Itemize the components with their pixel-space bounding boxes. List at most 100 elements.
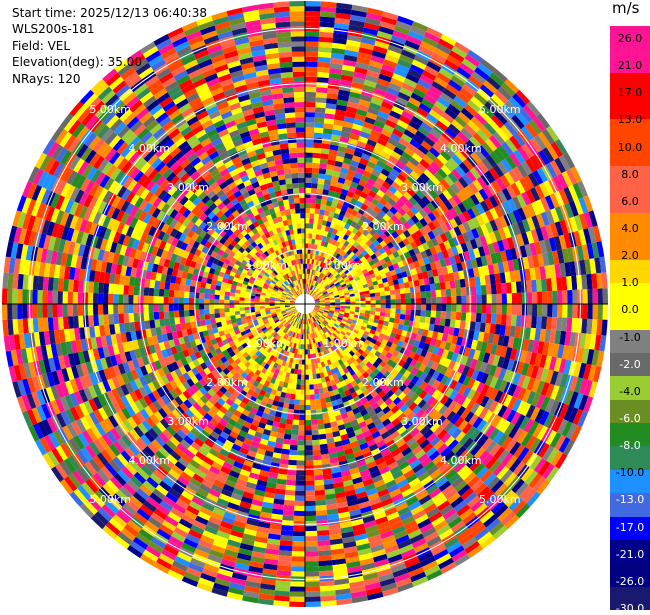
velocity-gate bbox=[471, 295, 477, 304]
velocity-gate bbox=[537, 304, 543, 317]
velocity-gate bbox=[420, 121, 433, 133]
velocity-gate bbox=[412, 88, 427, 99]
velocity-gate bbox=[320, 288, 326, 293]
velocity-gate bbox=[385, 308, 391, 313]
velocity-gate bbox=[308, 238, 312, 244]
velocity-gate bbox=[394, 177, 404, 187]
velocity-gate bbox=[326, 200, 333, 207]
velocity-gate bbox=[322, 282, 328, 288]
velocity-gate bbox=[339, 232, 346, 239]
velocity-gate bbox=[397, 277, 404, 285]
velocity-gate bbox=[315, 271, 320, 277]
velocity-gate bbox=[540, 211, 550, 226]
velocity-gate bbox=[305, 500, 316, 506]
velocity-gate bbox=[549, 160, 562, 176]
velocity-gate bbox=[577, 180, 588, 198]
velocity-gate bbox=[336, 285, 342, 290]
velocity-gate bbox=[456, 336, 464, 346]
velocity-gate bbox=[387, 44, 403, 55]
velocity-gate bbox=[489, 274, 496, 285]
velocity-gate bbox=[341, 227, 348, 234]
velocity-gate bbox=[348, 214, 356, 221]
velocity-gate bbox=[521, 143, 534, 159]
velocity-gate bbox=[395, 142, 407, 152]
velocity-gate bbox=[403, 77, 418, 88]
velocity-gate bbox=[504, 325, 511, 337]
velocity-gate bbox=[340, 256, 346, 263]
velocity-gate bbox=[329, 206, 337, 213]
velocity-gate bbox=[360, 203, 369, 211]
velocity-gate bbox=[422, 271, 429, 279]
velocity-gate bbox=[367, 214, 375, 222]
velocity-gate bbox=[305, 142, 314, 148]
velocity-gate bbox=[540, 226, 549, 240]
velocity-gate bbox=[309, 284, 313, 290]
velocity-gate bbox=[544, 329, 552, 343]
velocity-gate bbox=[444, 230, 453, 241]
velocity-gate bbox=[456, 295, 462, 304]
velocity-gate bbox=[390, 35, 407, 45]
velocity-gate bbox=[384, 202, 393, 211]
velocity-gate bbox=[493, 229, 502, 242]
velocity-gate bbox=[465, 196, 476, 209]
velocity-gate bbox=[346, 34, 362, 43]
velocity-gate bbox=[551, 277, 558, 291]
velocity-gate bbox=[379, 21, 396, 31]
velocity-gate bbox=[405, 292, 411, 299]
velocity-gate bbox=[471, 216, 481, 228]
velocity-gate bbox=[458, 213, 467, 224]
velocity-gate bbox=[308, 289, 311, 295]
velocity-gate bbox=[398, 319, 405, 325]
velocity-gate bbox=[501, 187, 512, 201]
velocity-gate bbox=[324, 307, 330, 310]
velocity-gate bbox=[290, 434, 299, 441]
velocity-gate bbox=[384, 312, 391, 318]
velocity-gate bbox=[340, 131, 351, 139]
velocity-gate bbox=[388, 265, 395, 272]
velocity-gate bbox=[426, 61, 442, 73]
velocity-gate bbox=[532, 116, 546, 132]
velocity-gate bbox=[369, 173, 379, 182]
velocity-gate bbox=[389, 269, 397, 276]
velocity-gate bbox=[527, 339, 535, 353]
velocity-gate bbox=[446, 247, 454, 258]
velocity-gate bbox=[342, 183, 351, 191]
velocity-gate bbox=[339, 309, 345, 313]
velocity-gate bbox=[450, 75, 466, 88]
velocity-gate bbox=[356, 259, 363, 266]
velocity-gate bbox=[327, 265, 332, 272]
velocity-gate bbox=[466, 259, 473, 270]
velocity-gate bbox=[317, 266, 322, 272]
velocity-gate bbox=[444, 161, 456, 173]
velocity-gate bbox=[354, 309, 361, 313]
velocity-gate bbox=[307, 258, 310, 264]
velocity-gate bbox=[327, 260, 333, 266]
velocity-gate bbox=[344, 308, 351, 312]
velocity-gate bbox=[553, 236, 562, 251]
velocity-gate bbox=[325, 236, 331, 243]
velocity-gate bbox=[329, 185, 337, 192]
velocity-gate bbox=[305, 389, 310, 395]
velocity-gate bbox=[328, 73, 342, 80]
velocity-gate bbox=[338, 270, 345, 276]
velocity-gate bbox=[340, 299, 346, 303]
velocity-gate bbox=[293, 515, 305, 522]
velocity-gate bbox=[376, 229, 384, 237]
velocity-gate bbox=[494, 90, 509, 104]
velocity-gate bbox=[319, 392, 325, 399]
velocity-gate bbox=[362, 259, 369, 266]
velocity-gate bbox=[360, 297, 366, 302]
velocity-gate bbox=[488, 135, 502, 149]
velocity-gate bbox=[376, 221, 384, 229]
velocity-gate bbox=[379, 106, 392, 115]
velocity-gate bbox=[305, 465, 314, 471]
velocity-gate bbox=[431, 104, 445, 117]
velocity-gate bbox=[475, 313, 482, 323]
velocity-gate bbox=[308, 263, 312, 270]
velocity-gate bbox=[400, 293, 406, 299]
velocity-gate bbox=[506, 236, 515, 250]
velocity-gate bbox=[417, 199, 427, 209]
velocity-gate bbox=[542, 147, 555, 163]
velocity-gate bbox=[335, 273, 341, 279]
velocity-gate bbox=[497, 86, 513, 101]
